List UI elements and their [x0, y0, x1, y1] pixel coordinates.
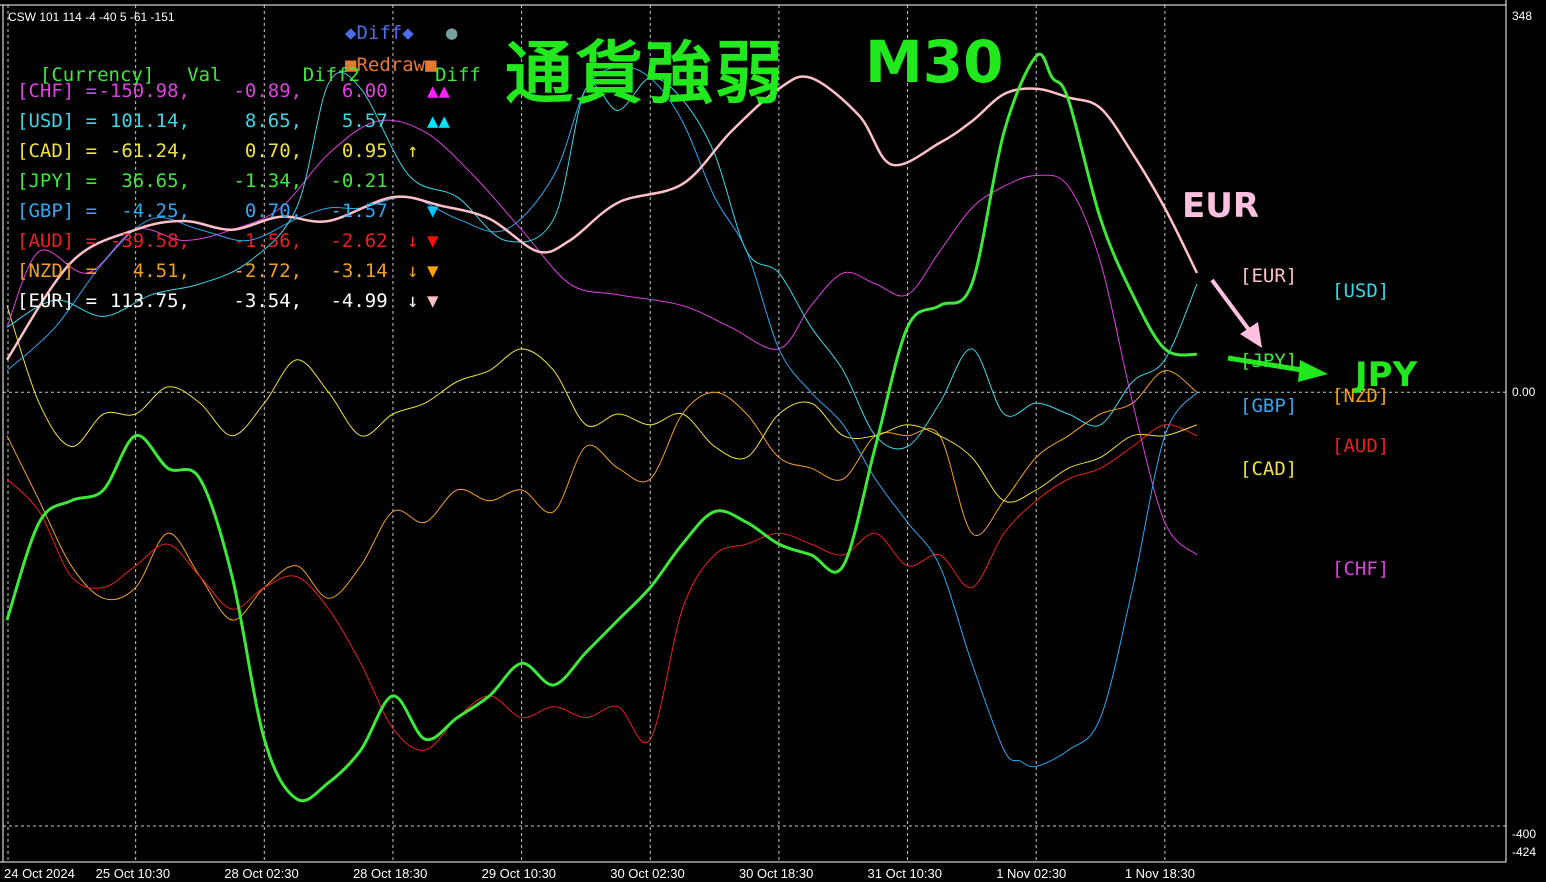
- row-val: 101.14,: [87, 110, 190, 132]
- series-line-jpy: [5, 52, 1198, 803]
- x-tick-label: 28 Oct 02:30: [224, 866, 299, 881]
- jpy-annotation: JPY: [1355, 355, 1418, 395]
- x-tick-label: 24 Oct 2024: [4, 866, 75, 881]
- row-diff2: -3.54,: [222, 290, 303, 312]
- diff-toggle-dot[interactable]: ●: [446, 22, 458, 44]
- row-diff: -4.99: [319, 290, 388, 312]
- table-header: [Currency] Val Diff2 Diff: [17, 42, 481, 86]
- y-tick-label: -424: [1512, 845, 1537, 859]
- row-val: -150.98,: [87, 80, 190, 102]
- row-diff: -2.62: [319, 230, 388, 252]
- row-diff: -3.14: [319, 260, 388, 282]
- row-label: [AUD] =: [17, 230, 98, 252]
- indicator-header: CSW 101 114 -4 -40 5 -61 -151: [8, 10, 175, 24]
- series-layer: [5, 52, 1199, 803]
- currency-label-jpy: [JPY]: [1240, 350, 1298, 372]
- series-line-cad: [6, 305, 1198, 503]
- jpy-arrow: [1227, 355, 1328, 382]
- row-diff2: -1.34,: [222, 170, 303, 192]
- col-currency: [Currency]: [39, 64, 155, 86]
- row-diff2: 0.70,: [222, 200, 303, 222]
- row-diff2: -0.89,: [222, 80, 303, 102]
- row-arrow: ↑: [407, 140, 419, 162]
- row-arrow: ↓: [407, 290, 419, 312]
- col-val: Val: [187, 64, 222, 86]
- row-val: -61.24,: [87, 140, 190, 162]
- diff-button[interactable]: ◆Diff◆: [345, 22, 414, 44]
- row-triangle: ▼: [427, 260, 439, 282]
- row-val: -4.25,: [87, 200, 190, 222]
- row-diff2: -1.56,: [222, 230, 303, 252]
- row-triangle: ▼: [427, 230, 439, 252]
- currency-label-gbp: [GBP]: [1240, 395, 1298, 417]
- row-diff2: 0.70,: [222, 140, 303, 162]
- row-val: 4.51,: [87, 260, 190, 282]
- row-arrow: ↓: [407, 230, 419, 252]
- x-tick-label: 1 Nov 02:30: [996, 866, 1067, 881]
- row-triangle: ▲▲: [427, 80, 450, 102]
- row-triangle: ▼: [427, 290, 439, 312]
- row-label: [JPY] =: [17, 170, 98, 192]
- row-label: [EUR] =: [17, 290, 98, 312]
- row-diff2: 8.65,: [222, 110, 303, 132]
- row-label: [NZD] =: [17, 260, 98, 282]
- grid-lines: [3, 5, 1506, 862]
- row-label: [CHF] =: [17, 80, 98, 102]
- currency-label-nzd: [NZD]: [1332, 385, 1390, 407]
- series-line-gbp: [6, 66, 1198, 768]
- series-line-chf: [6, 119, 1198, 556]
- row-triangle: ▲▲: [427, 110, 450, 132]
- redraw-button[interactable]: ■Redraw■: [345, 54, 437, 76]
- col-diff2: Diff2: [302, 64, 360, 86]
- eur-annotation: EUR: [1182, 186, 1260, 226]
- series-line-eur: [5, 75, 1199, 361]
- col-diff: Diff: [435, 64, 481, 86]
- row-diff: 6.00: [319, 80, 388, 102]
- x-tick-label: 31 Oct 10:30: [867, 866, 942, 881]
- row-label: [GBP] =: [17, 200, 98, 222]
- x-tick-label: 28 Oct 18:30: [352, 866, 428, 881]
- series-line-usd: [6, 71, 1198, 450]
- row-diff: 0.95: [319, 140, 388, 162]
- x-tick-label: 30 Oct 18:30: [738, 866, 814, 881]
- currency-label-chf: [CHF]: [1332, 558, 1390, 580]
- row-triangle: ▼: [427, 200, 439, 222]
- row-label: [USD] =: [17, 110, 98, 132]
- y-tick-label: 0.00: [1512, 385, 1536, 399]
- x-tick-label: 29 Oct 10:30: [481, 866, 557, 881]
- x-tick-label: 25 Oct 10:30: [95, 866, 171, 881]
- currency-label-usd: [USD]: [1332, 280, 1390, 302]
- x-tick-label: 30 Oct 02:30: [610, 866, 685, 881]
- x-tick-label: 1 Nov 18:30: [1124, 866, 1195, 881]
- row-val: 36.65,: [87, 170, 190, 192]
- timeframe-label: M30: [865, 28, 1004, 96]
- currency-label-aud: [AUD]: [1332, 435, 1390, 457]
- row-arrow: ↓: [407, 260, 419, 282]
- currency-label-eur: [EUR]: [1240, 265, 1298, 287]
- row-diff: 5.57: [319, 110, 388, 132]
- chart-title: 通貨強弱: [505, 35, 786, 114]
- eur-arrow: [1210, 278, 1262, 348]
- currency-label-cad: [CAD]: [1240, 458, 1298, 480]
- y-tick-label: -400: [1512, 827, 1537, 841]
- row-diff: -1.57: [319, 200, 388, 222]
- series-line-aud: [6, 424, 1198, 751]
- y-tick-label: 348: [1512, 9, 1533, 23]
- row-diff: -0.21: [319, 170, 388, 192]
- row-val: 113.75,: [87, 290, 190, 312]
- row-label: [CAD] =: [17, 140, 98, 162]
- row-val: -39.58,: [87, 230, 190, 252]
- row-diff2: -2.72,: [222, 260, 303, 282]
